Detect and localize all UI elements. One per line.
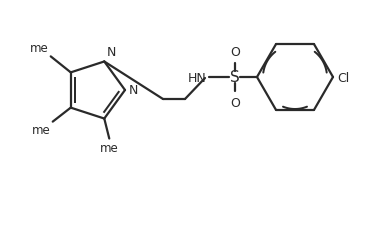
Text: me: me: [30, 42, 49, 55]
Text: S: S: [230, 70, 240, 85]
Text: O: O: [230, 46, 240, 59]
Text: O: O: [230, 97, 240, 110]
Text: me: me: [100, 141, 119, 154]
Text: HN: HN: [188, 71, 207, 84]
Text: me: me: [32, 123, 51, 136]
Text: N: N: [106, 46, 116, 59]
Text: N: N: [129, 84, 138, 97]
Text: Cl: Cl: [337, 71, 349, 84]
